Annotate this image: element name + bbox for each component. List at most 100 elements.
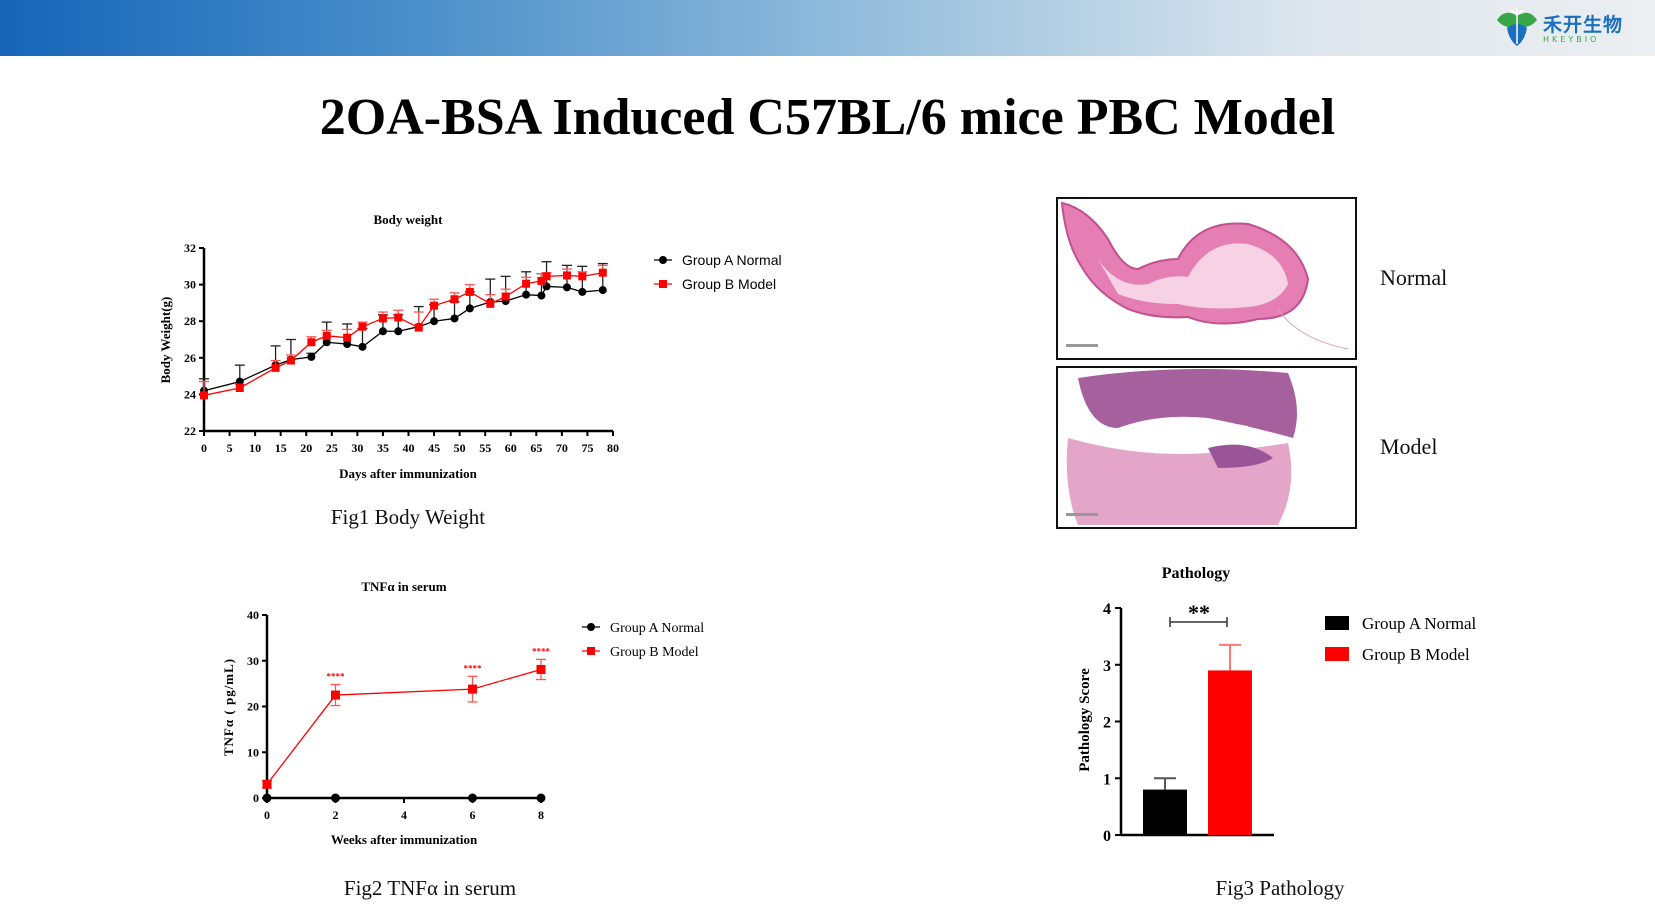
data-point-normal — [235, 377, 244, 386]
data-point-normal — [465, 304, 474, 313]
figure-caption-1: Fig1 Body Weight — [330, 505, 486, 529]
x-tick-label: 15 — [275, 441, 287, 455]
data-point-model — [271, 363, 280, 372]
x-tick-label: 20 — [300, 441, 312, 455]
x-axis-label: Weeks after immunization — [331, 832, 478, 847]
data-point-normal — [536, 793, 546, 803]
data-point-normal — [450, 314, 459, 323]
y-tick-label: 30 — [247, 654, 259, 668]
y-axis-label: Pathology Score — [1077, 668, 1093, 772]
figure-caption-3: Fig3 Pathology — [1215, 876, 1345, 900]
data-point-normal — [262, 793, 272, 803]
header-banner: 禾开生物 HKEYBIO — [0, 0, 1655, 56]
histology-label-model: Model — [1380, 434, 1438, 459]
data-point-normal — [522, 290, 531, 299]
bar-model — [1208, 670, 1252, 835]
y-tick-label: 28 — [184, 314, 196, 328]
y-tick-label: 1 — [1103, 771, 1111, 788]
y-tick-label: 0 — [1103, 828, 1111, 845]
data-point-model — [394, 313, 403, 322]
x-tick-label: 40 — [403, 441, 415, 455]
chart-title: Body weight — [374, 212, 444, 227]
x-tick-label: 2 — [333, 808, 339, 822]
chart-title: Pathology — [1162, 565, 1230, 582]
x-axis-label: Days after immunization — [339, 466, 477, 481]
data-point-model — [537, 276, 546, 285]
legend-marker-model — [659, 280, 667, 288]
x-tick-label: 0 — [264, 808, 270, 822]
page-title: 2OA-BSA Induced C57BL/6 mice PBC Model — [319, 89, 1336, 146]
legend-marker-model — [587, 647, 595, 655]
model-tissue-image — [1058, 368, 1355, 527]
y-axis-label: Body Weight(g) — [158, 297, 173, 384]
data-point-normal — [598, 286, 607, 295]
data-point-model — [486, 299, 495, 308]
x-tick-label: 45 — [428, 441, 440, 455]
significance-stars: **** — [464, 663, 483, 673]
y-tick-label: 0 — [253, 791, 259, 805]
data-point-model — [522, 279, 531, 288]
y-tick-label: 40 — [247, 608, 259, 622]
data-point-normal — [394, 327, 403, 336]
bar-normal — [1143, 789, 1187, 835]
legend-label: Group A Normal — [1362, 614, 1477, 633]
x-tick-label: 6 — [470, 808, 476, 822]
data-point-model — [450, 295, 459, 304]
data-point-model — [468, 684, 477, 694]
data-point-model — [331, 690, 340, 700]
legend-marker-normal — [659, 256, 667, 264]
series-line-model — [203, 272, 603, 396]
data-point-normal — [562, 283, 571, 292]
data-point-model — [343, 333, 352, 342]
x-tick-label: 80 — [607, 441, 619, 455]
x-tick-label: 35 — [377, 441, 389, 455]
y-tick-label: 4 — [1103, 601, 1111, 618]
data-point-model — [358, 322, 367, 331]
body-weight-chart: Body weight Days after immunization Body… — [158, 212, 782, 481]
y-tick-label: 26 — [184, 351, 196, 365]
data-point-model — [578, 272, 587, 281]
data-point-model — [501, 292, 510, 301]
logo-text-en: HKEYBIO — [1543, 35, 1600, 44]
data-point-model — [465, 287, 474, 296]
y-tick-label: 20 — [247, 700, 259, 714]
data-point-normal — [331, 793, 340, 803]
data-point-model — [307, 338, 316, 347]
legend-marker-normal — [587, 623, 595, 631]
histology-image-model — [1056, 366, 1357, 529]
y-tick-label: 30 — [184, 278, 196, 292]
histology-image-normal — [1056, 197, 1357, 360]
x-tick-label: 8 — [538, 808, 544, 822]
data-point-model — [414, 323, 423, 332]
y-tick-label: 22 — [184, 424, 196, 438]
legend-label: Group A Normal — [610, 621, 704, 636]
data-point-model — [235, 383, 244, 392]
y-axis-label: TNFα ( pg/mL) — [221, 658, 236, 756]
data-point-normal — [578, 287, 587, 296]
x-tick-label: 75 — [581, 441, 593, 455]
x-tick-label: 60 — [505, 441, 517, 455]
data-point-model — [598, 268, 607, 277]
x-tick-label: 65 — [530, 441, 542, 455]
data-point-normal — [307, 352, 316, 361]
pathology-chart: Pathology Pathology Score 0 1 2 3 4 Group A N… — [1077, 565, 1477, 845]
legend-label: Group A Normal — [682, 252, 782, 268]
x-tick-label: 10 — [249, 441, 261, 455]
leaf-logo-icon — [1497, 8, 1537, 46]
x-tick-label: 0 — [201, 441, 207, 455]
x-tick-label: 25 — [326, 441, 338, 455]
figure-caption-2: Fig2 TNFα in serum — [343, 876, 517, 900]
normal-tissue-image — [1058, 199, 1355, 358]
data-point-model — [286, 356, 295, 365]
data-point-model — [262, 779, 272, 789]
data-point-model — [536, 664, 546, 674]
data-point-normal — [430, 317, 439, 326]
data-point-model — [542, 272, 551, 281]
y-tick-label: 2 — [1103, 715, 1111, 732]
data-point-model — [200, 391, 208, 400]
data-point-normal — [343, 340, 352, 349]
legend-label: Group B Model — [1362, 645, 1470, 664]
series-line-model — [266, 668, 542, 785]
hkeybio-logo: 禾开生物 HKEYBIO — [1495, 4, 1655, 52]
